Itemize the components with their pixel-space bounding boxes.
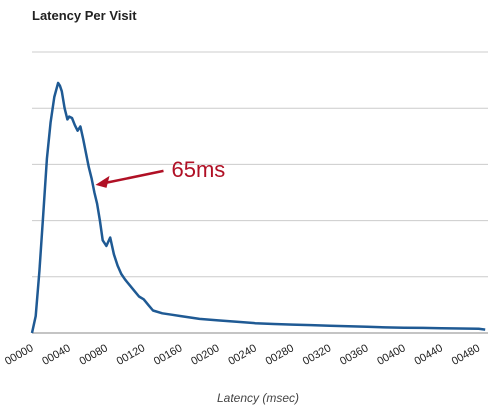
x-tick-label: 00320 xyxy=(301,342,333,368)
x-tick-label: 00160 xyxy=(152,342,184,368)
x-tick-label: 00400 xyxy=(375,342,407,368)
chart-title: Latency Per Visit xyxy=(32,8,137,23)
x-tick-label: 00440 xyxy=(412,342,444,368)
annotation-label: 65ms xyxy=(171,157,225,182)
x-tick-label: 00480 xyxy=(450,342,482,368)
series-line xyxy=(30,81,486,334)
x-tick-label: 00080 xyxy=(77,342,109,368)
x-tick-label: 00000 xyxy=(3,342,35,368)
x-tick-label: 00200 xyxy=(189,342,221,368)
x-tick-label: 00040 xyxy=(40,342,72,368)
x-tick-label: 00360 xyxy=(338,342,370,368)
x-axis-title: Latency (msec) xyxy=(217,391,299,405)
x-tick-label: 00280 xyxy=(264,342,296,368)
x-tick-label: 00120 xyxy=(115,342,147,368)
annotation-arrow-shaft xyxy=(105,169,164,185)
annotation-arrow-head xyxy=(95,175,110,188)
x-tick-label: 00240 xyxy=(226,342,258,368)
